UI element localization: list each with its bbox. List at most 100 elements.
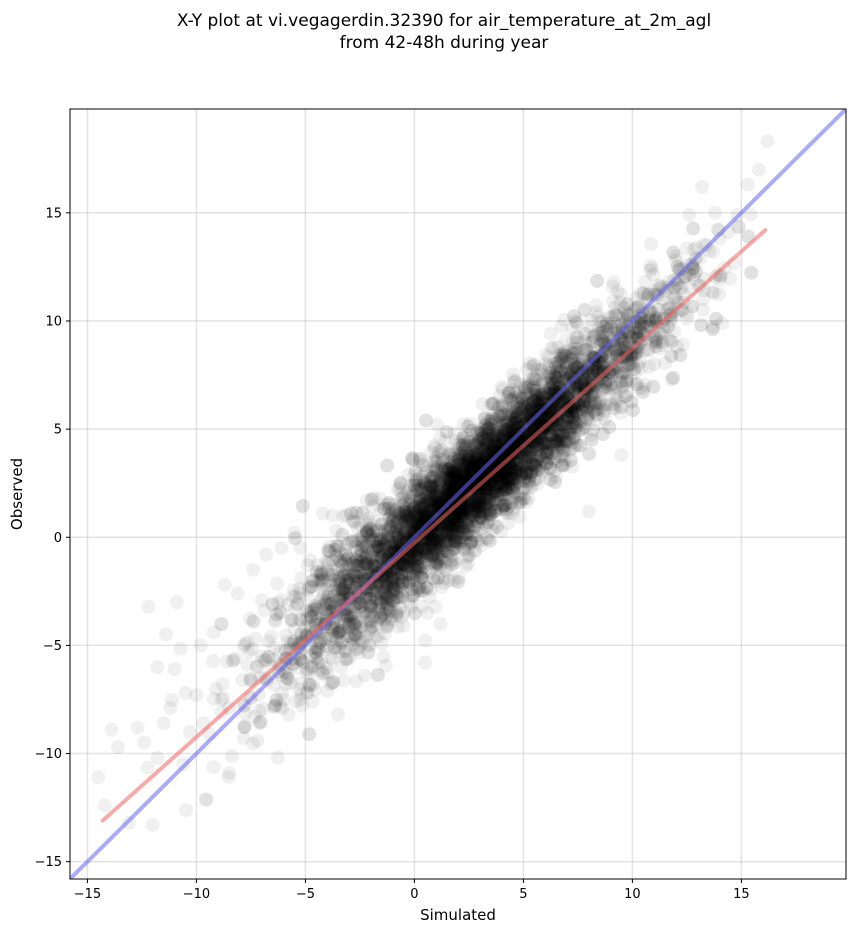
data-point <box>444 472 459 487</box>
data-point <box>475 516 490 531</box>
data-point <box>340 629 355 644</box>
data-point <box>329 630 344 645</box>
data-point <box>453 508 468 523</box>
data-point <box>450 517 465 532</box>
data-point <box>490 429 505 444</box>
data-point <box>321 567 336 582</box>
data-point <box>436 447 451 462</box>
data-point <box>444 532 459 547</box>
data-point <box>503 471 518 486</box>
data-point <box>457 440 472 455</box>
data-point <box>472 461 487 476</box>
data-point <box>508 433 523 448</box>
data-point <box>482 424 497 439</box>
data-point <box>442 491 457 506</box>
data-point <box>504 476 519 491</box>
data-point <box>571 364 586 379</box>
data-point <box>334 660 349 675</box>
data-point <box>565 335 580 350</box>
data-point <box>676 337 691 352</box>
data-point <box>422 474 437 489</box>
data-point <box>357 604 372 619</box>
data-point <box>416 584 431 599</box>
data-point <box>595 320 610 334</box>
data-point <box>501 424 516 439</box>
data-point <box>485 487 499 502</box>
data-point <box>470 445 485 460</box>
data-point <box>581 362 596 376</box>
data-point <box>594 372 609 387</box>
data-point <box>473 480 488 495</box>
data-point <box>441 471 456 486</box>
data-point <box>481 435 496 450</box>
data-point <box>655 335 670 349</box>
data-point <box>206 760 221 775</box>
data-point <box>595 365 609 379</box>
data-point <box>455 439 469 454</box>
scatter-points <box>91 134 775 832</box>
data-point <box>391 530 406 545</box>
data-point <box>531 438 545 453</box>
data-point <box>452 472 467 486</box>
data-point <box>352 532 367 547</box>
data-point <box>429 540 444 555</box>
data-point <box>350 544 365 558</box>
data-point <box>579 339 594 354</box>
data-point <box>337 584 352 599</box>
data-point <box>413 454 428 469</box>
data-point <box>431 533 446 548</box>
data-point <box>407 560 422 575</box>
data-point <box>555 419 570 434</box>
data-point <box>552 438 567 453</box>
data-point <box>440 481 455 496</box>
data-point <box>636 344 651 359</box>
data-point <box>460 460 475 475</box>
data-point <box>452 449 467 464</box>
data-point <box>505 483 520 498</box>
data-point <box>538 456 553 470</box>
data-point <box>387 526 402 541</box>
data-point <box>409 493 424 508</box>
data-point <box>457 520 472 535</box>
data-point <box>501 477 516 492</box>
data-point <box>479 497 494 511</box>
data-point <box>455 520 469 535</box>
data-point <box>475 443 490 458</box>
data-point <box>571 386 585 401</box>
data-point <box>538 450 553 465</box>
data-point <box>454 524 469 539</box>
data-point <box>515 458 530 473</box>
data-point <box>400 508 415 523</box>
data-point <box>253 715 268 729</box>
data-point <box>497 473 512 488</box>
data-point <box>470 492 485 507</box>
data-point <box>345 638 360 653</box>
data-point <box>445 473 460 488</box>
data-point <box>466 509 481 524</box>
data-point <box>369 587 383 602</box>
data-point <box>743 207 758 222</box>
data-point <box>458 467 473 482</box>
data-point <box>602 383 616 398</box>
data-point <box>463 416 478 431</box>
data-point <box>543 428 558 443</box>
data-point <box>365 499 380 514</box>
data-point <box>607 300 622 315</box>
data-point <box>455 459 470 474</box>
data-point <box>460 506 475 521</box>
data-point <box>490 434 505 449</box>
data-point <box>385 513 400 528</box>
data-point <box>436 530 451 545</box>
data-point <box>350 628 365 643</box>
data-point <box>428 574 443 588</box>
data-point <box>448 434 463 449</box>
data-point <box>401 513 416 527</box>
data-point <box>268 612 283 627</box>
data-point <box>512 510 527 524</box>
data-point <box>437 534 452 549</box>
data-point <box>416 541 431 556</box>
data-point <box>448 515 463 530</box>
data-point <box>511 474 526 489</box>
data-point <box>505 491 520 506</box>
data-point <box>705 319 720 334</box>
